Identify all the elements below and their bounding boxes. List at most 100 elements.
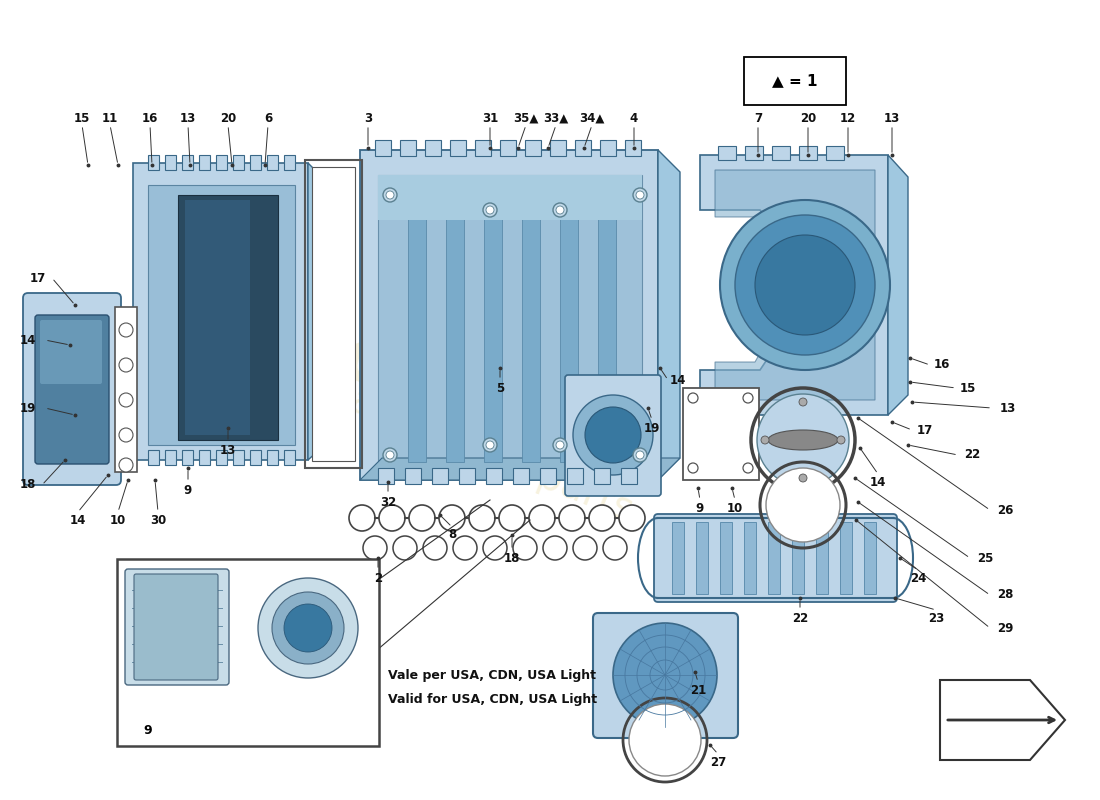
Circle shape [619, 505, 645, 531]
Text: 25: 25 [977, 551, 993, 565]
Circle shape [632, 188, 647, 202]
Circle shape [439, 505, 465, 531]
Circle shape [258, 578, 358, 678]
Circle shape [483, 438, 497, 452]
Bar [600, 140, 616, 156]
Bar [540, 468, 556, 484]
Circle shape [119, 458, 133, 472]
Bar [840, 522, 852, 594]
Polygon shape [312, 167, 355, 461]
Text: 10: 10 [110, 514, 126, 526]
FancyBboxPatch shape [654, 514, 896, 602]
Bar [594, 468, 610, 484]
Polygon shape [378, 175, 642, 465]
Text: 5: 5 [496, 382, 504, 394]
Bar [432, 468, 448, 484]
Circle shape [483, 203, 497, 217]
Bar [199, 155, 210, 170]
Circle shape [742, 393, 754, 403]
Circle shape [556, 441, 564, 449]
Circle shape [573, 395, 653, 475]
Bar [182, 155, 192, 170]
Bar [405, 468, 421, 484]
FancyBboxPatch shape [35, 315, 109, 464]
Polygon shape [484, 178, 502, 462]
FancyBboxPatch shape [593, 613, 738, 738]
Circle shape [553, 438, 566, 452]
Bar [450, 140, 466, 156]
Text: 27: 27 [710, 755, 726, 769]
Circle shape [119, 393, 133, 407]
FancyBboxPatch shape [40, 320, 102, 384]
Polygon shape [133, 163, 308, 460]
Text: 18: 18 [504, 551, 520, 565]
Circle shape [632, 448, 647, 462]
Circle shape [720, 200, 890, 370]
Polygon shape [560, 178, 578, 462]
Polygon shape [185, 200, 250, 435]
Bar [864, 522, 876, 594]
Circle shape [573, 536, 597, 560]
Circle shape [119, 428, 133, 442]
Text: 23: 23 [928, 611, 944, 625]
Circle shape [742, 463, 754, 473]
FancyBboxPatch shape [683, 388, 759, 480]
Polygon shape [308, 163, 330, 460]
Bar [425, 140, 441, 156]
Text: 29: 29 [997, 622, 1013, 634]
Text: 22: 22 [792, 611, 808, 625]
Bar [799, 146, 817, 160]
Text: 9: 9 [696, 502, 704, 514]
Circle shape [272, 592, 344, 664]
Text: 15: 15 [960, 382, 976, 394]
Polygon shape [888, 155, 907, 415]
Bar [625, 140, 641, 156]
Circle shape [119, 358, 133, 372]
Bar [500, 140, 516, 156]
Circle shape [424, 536, 447, 560]
Circle shape [383, 188, 397, 202]
Text: eurospares: eurospares [206, 273, 654, 507]
Text: 16: 16 [934, 358, 950, 371]
Bar [233, 450, 244, 465]
Text: 8: 8 [448, 529, 456, 542]
Text: ▲ = 1: ▲ = 1 [772, 74, 817, 89]
FancyBboxPatch shape [125, 569, 229, 685]
Bar [378, 468, 394, 484]
Text: 9: 9 [144, 723, 152, 737]
Circle shape [603, 536, 627, 560]
Circle shape [469, 505, 495, 531]
Text: 6: 6 [264, 111, 272, 125]
Text: 17: 17 [30, 271, 46, 285]
Bar [148, 155, 159, 170]
Text: 14: 14 [69, 514, 86, 526]
Text: 4: 4 [630, 111, 638, 125]
Circle shape [386, 451, 394, 459]
Bar [267, 155, 278, 170]
Polygon shape [446, 178, 464, 462]
Text: 19: 19 [20, 402, 36, 414]
Bar [816, 522, 828, 594]
Bar [216, 450, 227, 465]
Text: 34▲: 34▲ [580, 111, 605, 125]
Text: 33▲: 33▲ [543, 111, 569, 125]
Text: 2: 2 [374, 571, 382, 585]
Bar [792, 522, 804, 594]
Bar [284, 155, 295, 170]
Text: 21: 21 [690, 683, 706, 697]
Bar [165, 450, 176, 465]
Text: 20: 20 [220, 111, 236, 125]
Text: 28: 28 [997, 589, 1013, 602]
Polygon shape [700, 155, 888, 415]
Circle shape [379, 505, 405, 531]
Text: 14: 14 [20, 334, 36, 346]
Circle shape [529, 505, 556, 531]
Circle shape [559, 505, 585, 531]
Circle shape [393, 536, 417, 560]
Text: 13: 13 [1000, 402, 1016, 414]
Bar [696, 522, 708, 594]
Text: 11: 11 [102, 111, 118, 125]
Circle shape [636, 191, 644, 199]
Polygon shape [940, 680, 1065, 760]
Text: 14: 14 [670, 374, 686, 386]
